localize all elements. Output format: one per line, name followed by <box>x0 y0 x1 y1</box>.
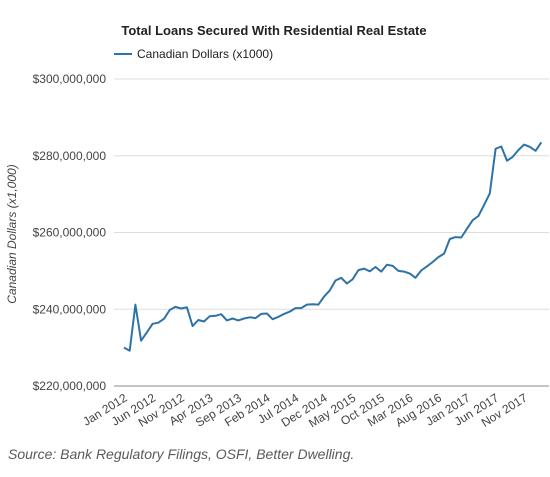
y-tick-label: $280,000,000 <box>33 149 107 163</box>
series-line-canadian-dollars <box>123 141 543 352</box>
y-tick-label: $240,000,000 <box>33 302 107 316</box>
source-note: Source: Bank Regulatory Filings, OSFI, B… <box>8 446 355 462</box>
gridlines <box>114 78 549 310</box>
y-tick-label: $220,000,000 <box>33 379 107 393</box>
chart-title: Total Loans Secured With Residential Rea… <box>121 23 426 38</box>
y-tick-label: $260,000,000 <box>33 226 107 240</box>
y-tick-label: $300,000,000 <box>33 72 107 86</box>
y-axis-label: Canadian Dollars (x1,000) <box>5 164 19 303</box>
y-axis-ticks: $220,000,000 $240,000,000 $260,000,000 $280… <box>33 72 107 393</box>
legend-label: Canadian Dollars (x1000) <box>137 47 273 61</box>
legend: Canadian Dollars (x1000) <box>114 47 273 61</box>
line-chart: Total Loans Secured With Residential Rea… <box>5 23 549 430</box>
